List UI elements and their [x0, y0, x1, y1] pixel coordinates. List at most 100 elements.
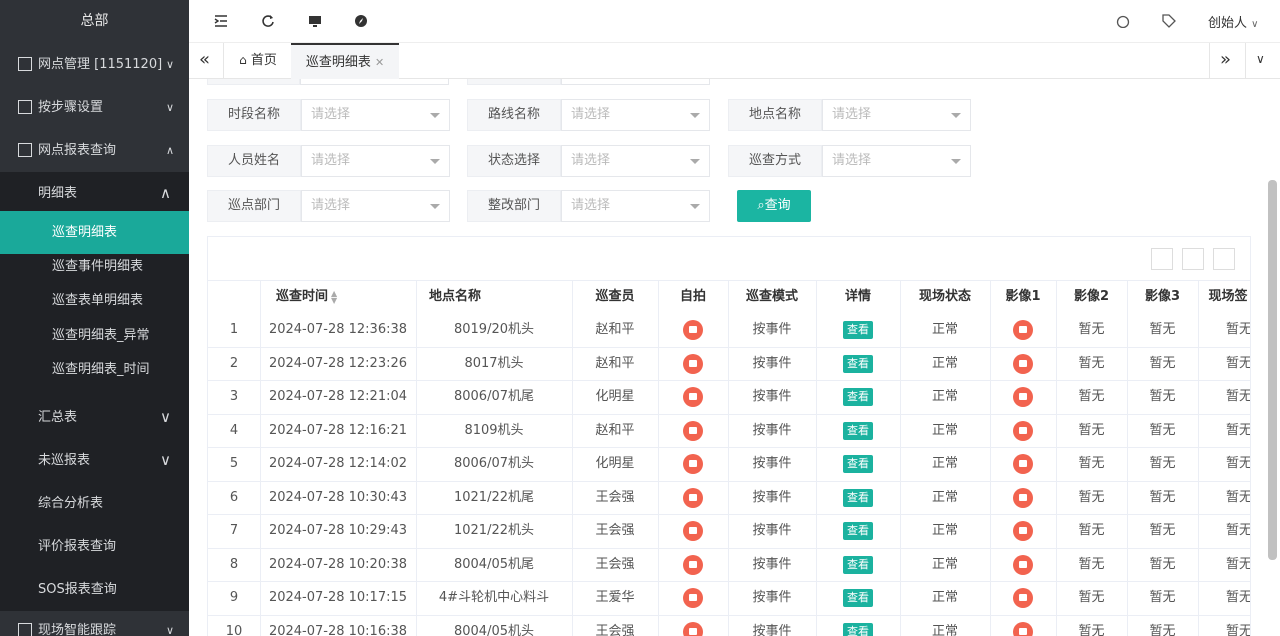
table-cell: 8006/07机头 [416, 447, 572, 480]
cell-text: 正常 [931, 556, 958, 572]
user-menu[interactable]: 创始人 ∨ [1208, 16, 1259, 31]
detail-button[interactable]: 查看 [843, 522, 873, 540]
sidebar-icon [18, 623, 32, 636]
tag-icon[interactable] [1162, 14, 1176, 28]
table-cell: 2024-07-28 12:23:26 [260, 347, 416, 380]
detail-button[interactable]: 查看 [843, 388, 873, 406]
photo-icon[interactable] [1013, 521, 1033, 541]
photo-icon[interactable] [1013, 387, 1033, 407]
photo-icon[interactable] [1013, 554, 1033, 575]
sidebar-item[interactable]: 网点管理 [1151120] ∨ [0, 43, 189, 86]
sidebar-item[interactable]: SOS报表查询 [0, 568, 189, 611]
filter-select[interactable]: 请选择 [301, 190, 450, 222]
filter-select[interactable]: 请选择 [301, 99, 450, 131]
select-arrow [430, 159, 440, 164]
cell-text: 2024-07-28 12:14:02 [268, 456, 408, 471]
filter-select[interactable]: 请选择 [561, 99, 710, 131]
cell-text: 暂无 [1149, 523, 1176, 538]
sidebar-item[interactable]: 巡查事件明细表 [0, 245, 189, 288]
menu-toggle-icon[interactable] [214, 14, 228, 28]
sidebar-item[interactable]: 汇总表 ∨ [0, 396, 189, 439]
print-button[interactable] [1213, 248, 1235, 270]
row-line [208, 614, 1250, 616]
compass-icon[interactable] [354, 14, 368, 28]
detail-button[interactable]: 查看 [843, 421, 873, 440]
table-cell: 查看 [816, 380, 900, 413]
query-button[interactable]: ⌕查询 [737, 190, 811, 222]
column-header: 详情 [844, 289, 871, 304]
screen-icon[interactable] [308, 14, 322, 28]
cell-text: 暂无 [1149, 590, 1176, 605]
filter-select[interactable] [561, 79, 710, 85]
photo-icon[interactable] [683, 387, 703, 407]
filter-select[interactable]: 请选择 [822, 145, 971, 177]
photo-icon[interactable] [1013, 454, 1033, 474]
tabs-menu[interactable]: ∨ [1256, 52, 1265, 66]
table-cell: 按事件 [728, 313, 816, 346]
table-cell: 按事件 [728, 615, 816, 636]
tab[interactable]: ⌂ 首页 [239, 53, 277, 68]
column-header: 现场状态 [918, 289, 971, 304]
detail-button[interactable]: 查看 [843, 455, 873, 473]
photo-icon[interactable] [683, 420, 703, 441]
sidebar-item[interactable]: 巡查明细表_异常 [0, 314, 189, 357]
columns-button[interactable] [1151, 248, 1173, 270]
photo-icon[interactable] [1013, 487, 1033, 508]
detail-button[interactable]: 查看 [843, 555, 873, 574]
filter-select[interactable]: 请选择 [561, 190, 710, 222]
table-cell: 暂无 [1056, 615, 1127, 636]
sidebar-item[interactable]: 巡查明细表 [0, 211, 189, 254]
sidebar-item[interactable]: 巡查明细表_时间 [0, 348, 189, 391]
table-cell: 赵和平 [572, 313, 658, 346]
photo-icon[interactable] [683, 454, 703, 474]
photo-icon[interactable] [1013, 353, 1033, 374]
sidebar-item[interactable]: 现场智能跟踪 ∨ [0, 609, 189, 636]
filter-select[interactable]: 请选择 [561, 145, 710, 177]
cell-text: 暂无 [1078, 355, 1105, 371]
refresh-icon[interactable] [261, 14, 275, 28]
tab-active[interactable]: 巡查明细表 ✕ [291, 43, 399, 79]
photo-icon[interactable] [1013, 621, 1033, 636]
sidebar-title: 总部 [80, 13, 109, 29]
cell-text: 正常 [931, 623, 958, 636]
photo-icon[interactable] [683, 521, 703, 541]
sidebar-item[interactable]: 评价报表查询 [0, 525, 189, 568]
tabs-right-arrow[interactable]: » [1220, 49, 1232, 70]
cell-text: 赵和平 [595, 322, 635, 337]
photo-icon[interactable] [683, 320, 703, 340]
photo-icon[interactable] [1013, 588, 1033, 608]
theme-icon[interactable] [1116, 15, 1130, 28]
sidebar-item[interactable]: 综合分析表 [0, 482, 189, 525]
cell-text: 2024-07-28 12:21:04 [268, 389, 408, 404]
tabs-left-arrow[interactable]: « [199, 49, 211, 70]
photo-icon[interactable] [683, 588, 703, 608]
sidebar-item[interactable]: 网点报表查询 ∧ [0, 129, 189, 172]
sidebar-item[interactable]: 明细表 ∧ [0, 172, 189, 215]
detail-button[interactable]: 查看 [843, 354, 873, 373]
scrollbar[interactable] [1268, 180, 1277, 560]
photo-icon[interactable] [683, 621, 703, 636]
cell-text: 按事件 [752, 489, 792, 505]
detail-button[interactable]: 查看 [843, 622, 873, 636]
sidebar-item[interactable]: 按步骤设置 ∨ [0, 86, 189, 129]
photo-icon[interactable] [1013, 320, 1033, 340]
filter-label: 巡查方式 [728, 145, 822, 177]
cell-text: 9 [229, 590, 239, 605]
photo-icon[interactable] [1013, 420, 1033, 441]
export-button[interactable] [1182, 248, 1204, 270]
sidebar-label: 评价报表查询 [38, 539, 117, 554]
sidebar-item[interactable]: 巡查表单明细表 [0, 279, 189, 322]
photo-icon[interactable] [683, 487, 703, 508]
sidebar-item[interactable]: 未巡报表 ∨ [0, 439, 189, 482]
column-header: 影像2 [1073, 289, 1110, 304]
detail-button[interactable]: 查看 [843, 488, 873, 507]
column-divider [728, 280, 729, 636]
detail-button[interactable]: 查看 [843, 321, 873, 339]
column-header[interactable]: 巡查时间 [276, 289, 329, 304]
detail-button[interactable]: 查看 [843, 589, 873, 607]
filter-select[interactable] [300, 79, 449, 85]
photo-icon[interactable] [683, 353, 703, 374]
filter-select[interactable]: 请选择 [301, 145, 450, 177]
photo-icon[interactable] [683, 554, 703, 575]
filter-select[interactable]: 请选择 [822, 99, 971, 131]
